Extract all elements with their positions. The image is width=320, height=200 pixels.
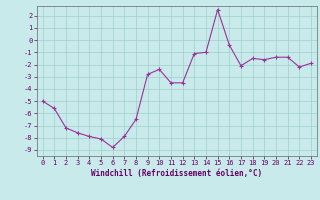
X-axis label: Windchill (Refroidissement éolien,°C): Windchill (Refroidissement éolien,°C) xyxy=(91,169,262,178)
